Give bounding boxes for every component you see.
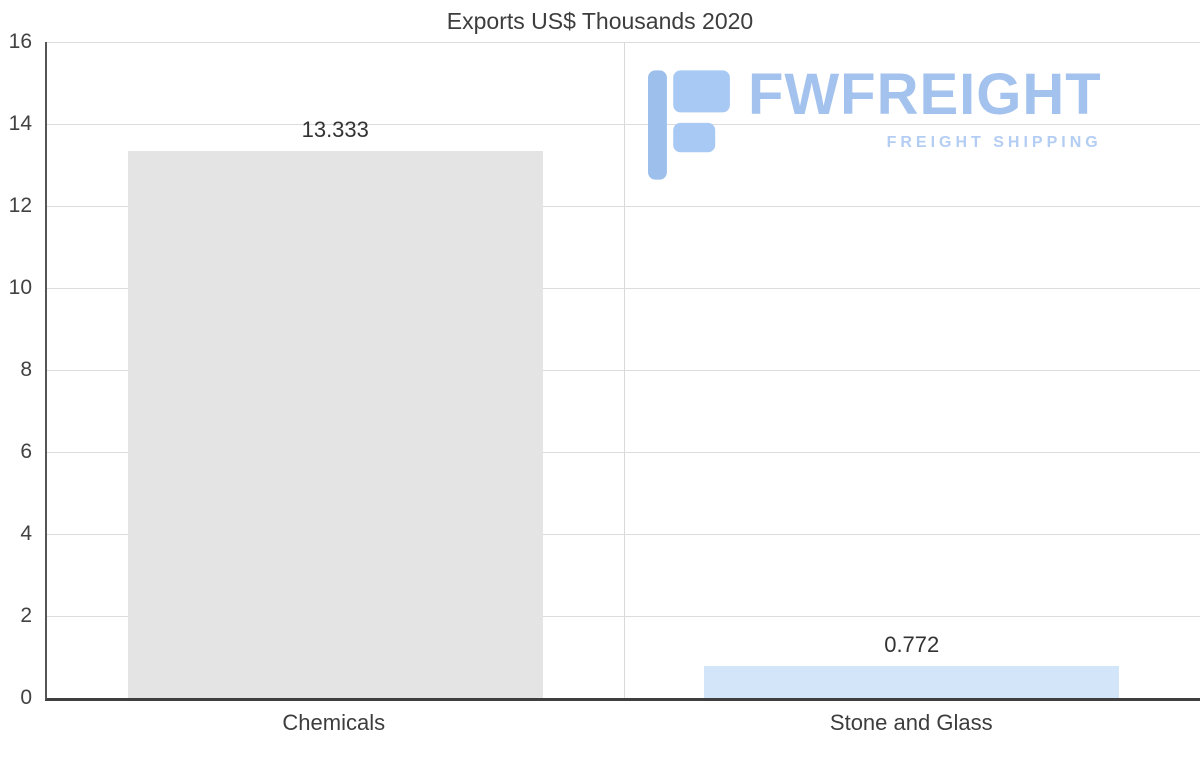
y-axis-labels: 16 14 12 10 8 6 4 2 0	[0, 30, 36, 709]
category-label-chemicals: Chemicals	[282, 710, 386, 735]
y-tick-label: 4	[20, 522, 32, 545]
gridline	[47, 42, 1200, 43]
gridline	[47, 616, 1200, 617]
y-tick-label: 10	[8, 276, 32, 299]
y-tick-label: 0	[20, 686, 32, 709]
y-tick-label: 14	[8, 112, 32, 135]
y-tick-label: 12	[8, 194, 32, 217]
bar-group-chemicals: 13.333	[47, 42, 624, 698]
gridline	[47, 124, 1200, 125]
x-axis-labels: Chemicals Stone and Glass	[45, 703, 1200, 736]
bar-chemicals	[127, 151, 543, 698]
gridline	[47, 288, 1200, 289]
bar-column: 0.772	[704, 42, 1120, 698]
bar-stone-and-glass	[704, 666, 1120, 698]
gridline	[47, 534, 1200, 535]
y-tick-label: 2	[20, 604, 32, 627]
value-label-chemicals: 13.333	[301, 117, 369, 143]
bar-column: 13.333	[127, 42, 543, 698]
gridline	[47, 206, 1200, 207]
bar-group-stone-and-glass: 0.772	[624, 42, 1200, 698]
gridline	[47, 452, 1200, 453]
y-tick-label: 6	[20, 440, 32, 463]
y-tick-label: 8	[20, 358, 32, 381]
value-label-stone-and-glass: 0.772	[884, 632, 940, 658]
y-tick-label: 16	[8, 30, 32, 53]
gridline	[47, 370, 1200, 371]
plot-area: 13.333 0.772	[45, 42, 1200, 701]
category-label-stone-and-glass: Stone and Glass	[829, 710, 993, 735]
chart-title: Exports US$ Thousands 2020	[446, 8, 754, 34]
